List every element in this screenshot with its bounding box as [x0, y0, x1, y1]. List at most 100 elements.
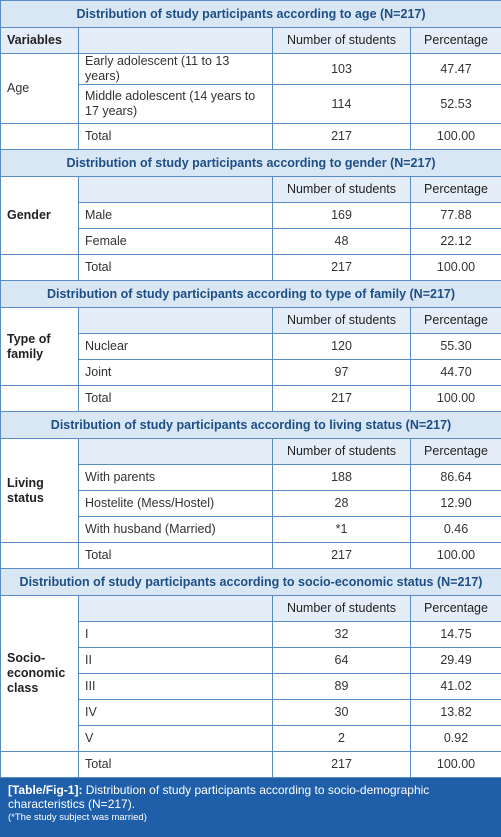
data-row: Nuclear 120 55.30	[1, 333, 501, 360]
total-number: 217	[272, 254, 411, 281]
row-percentage: 29.49	[409, 647, 501, 674]
row-number: 2	[272, 725, 411, 752]
row-label: Nuclear	[78, 333, 273, 360]
row-label: Joint	[78, 359, 273, 386]
total-row: Total 217 100.00	[0, 542, 501, 569]
total-blank	[0, 751, 79, 778]
header-blank	[78, 27, 273, 54]
row-percentage: 22.12	[409, 228, 501, 255]
row-percentage: 41.02	[409, 673, 501, 700]
header-blank	[78, 595, 273, 622]
row-percentage: 47.47	[409, 53, 501, 85]
percentage-header: Percentage	[409, 27, 501, 54]
section-title: Distribution of study participants accor…	[0, 149, 501, 177]
total-percentage: 100.00	[409, 385, 501, 412]
section-title: Distribution of study participants accor…	[0, 280, 501, 308]
variable-name: Age	[0, 53, 79, 124]
percentage-header: Percentage	[409, 595, 501, 622]
total-number: 217	[272, 751, 411, 778]
row-label: Male	[78, 202, 273, 229]
total-blank	[0, 385, 79, 412]
total-blank	[0, 123, 79, 150]
section-title-row: Distribution of study participants accor…	[0, 411, 501, 439]
number-header: Number of students	[272, 595, 411, 622]
row-label: V	[78, 725, 273, 752]
variables-header: Variables	[0, 27, 79, 54]
total-row: Total 217 100.00	[0, 385, 501, 412]
total-blank	[0, 254, 79, 281]
data-row: Hostelite (Mess/Hostel) 28 12.90	[1, 490, 501, 517]
percentage-header: Percentage	[409, 438, 501, 465]
variable-name: Gender	[0, 176, 79, 255]
total-percentage: 100.00	[409, 542, 501, 569]
header-row: Gender Number of students Percentage	[0, 176, 501, 255]
row-label: Early adolescent (11 to 13 years)	[78, 53, 273, 85]
data-table: Distribution of study participants accor…	[0, 0, 501, 778]
row-label: With parents	[78, 464, 273, 491]
total-blank	[0, 542, 79, 569]
row-percentage: 0.92	[409, 725, 501, 752]
row-label: Hostelite (Mess/Hostel)	[78, 490, 273, 517]
section-title: Distribution of study participants accor…	[0, 0, 501, 28]
header-blank	[78, 176, 273, 203]
data-row: Male 169 77.88	[1, 202, 501, 229]
row-percentage: 52.53	[409, 84, 501, 124]
row-number: 28	[272, 490, 411, 517]
header-row: Type of family Number of students Percenta…	[0, 307, 501, 386]
section-title-row: Distribution of study participants accor…	[0, 0, 501, 28]
row-number: 114	[272, 84, 411, 124]
total-percentage: 100.00	[409, 751, 501, 778]
header-row: Living status Number of students Percentag…	[0, 438, 501, 543]
total-percentage: 100.00	[409, 123, 501, 150]
total-row: Total 217 100.00	[0, 123, 501, 150]
total-row: Total 217 100.00	[0, 254, 501, 281]
row-percentage: 12.90	[409, 490, 501, 517]
section-title: Distribution of study participants accor…	[0, 568, 501, 596]
percentage-header: Percentage	[409, 176, 501, 203]
number-header: Number of students	[272, 307, 411, 334]
number-header: Number of students	[272, 438, 411, 465]
row-number: 48	[272, 228, 411, 255]
caption-text: Distribution of study participants accor…	[8, 783, 430, 811]
row-number: 32	[272, 621, 411, 648]
caption-label: [Table/Fig-1]:	[8, 783, 83, 797]
section-title-row: Distribution of study participants accor…	[0, 568, 501, 596]
data-row: Age Early adolescent (11 to 13 years) 103 4…	[0, 53, 501, 124]
section-title-row: Distribution of study participants accor…	[0, 280, 501, 308]
data-row: V 2 0.92	[1, 725, 501, 752]
data-row: With parents 188 86.64	[1, 464, 501, 491]
data-row: III 89 41.02	[1, 673, 501, 700]
row-label: II	[78, 647, 273, 674]
data-row: With husband (Married) *1 0.46	[1, 516, 501, 543]
total-number: 217	[272, 123, 411, 150]
row-label: I	[78, 621, 273, 648]
row-number: 103	[272, 53, 411, 85]
total-number: 217	[272, 385, 411, 412]
data-row: Middle adolescent (14 years to 17 years)…	[1, 84, 501, 124]
row-number: 64	[272, 647, 411, 674]
data-row: II 64 29.49	[1, 647, 501, 674]
row-percentage: 55.30	[409, 333, 501, 360]
header-blank	[78, 438, 273, 465]
header-blank	[78, 307, 273, 334]
row-label: IV	[78, 699, 273, 726]
variable-name: Type of family	[0, 307, 79, 386]
row-label: III	[78, 673, 273, 700]
total-row: Total 217 100.00	[0, 751, 501, 778]
row-percentage: 77.88	[409, 202, 501, 229]
section-title-row: Distribution of study participants accor…	[0, 149, 501, 177]
row-number: 188	[272, 464, 411, 491]
row-number: 30	[272, 699, 411, 726]
variable-name: Socio-economic class	[0, 595, 79, 752]
total-label: Total	[78, 751, 273, 778]
number-header: Number of students	[272, 27, 411, 54]
percentage-header: Percentage	[409, 307, 501, 334]
data-row: I 32 14.75	[1, 621, 501, 648]
row-number: 97	[272, 359, 411, 386]
row-number: 89	[272, 673, 411, 700]
total-label: Total	[78, 542, 273, 569]
row-percentage: 44.70	[409, 359, 501, 386]
row-percentage: 13.82	[409, 699, 501, 726]
row-label: Female	[78, 228, 273, 255]
